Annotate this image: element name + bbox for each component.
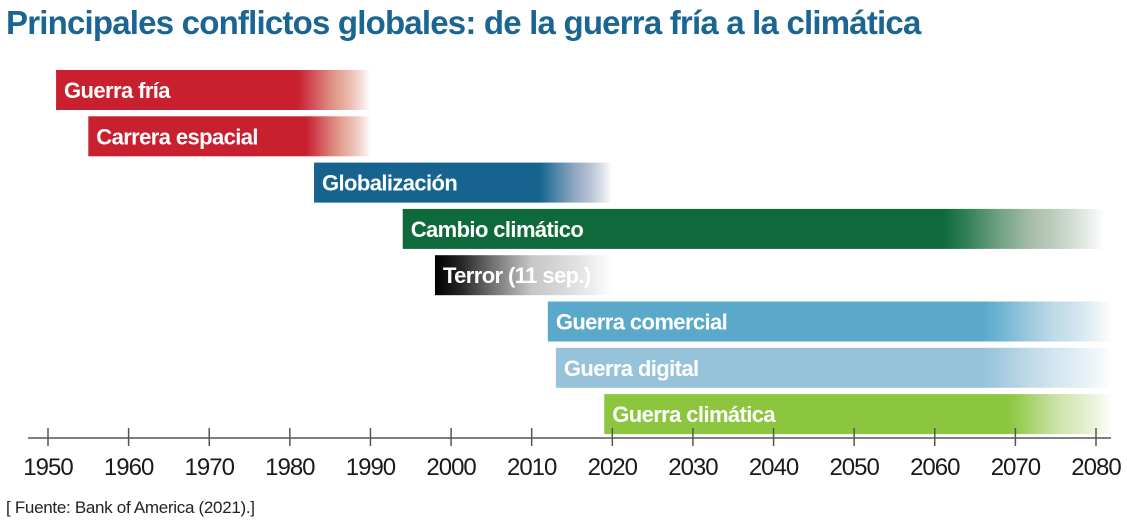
x-tick-label: 1960 (104, 454, 154, 481)
chart-title: Principales conflictos globales: de la g… (6, 4, 921, 41)
bar-group: Guerra digital (555, 347, 1113, 388)
bar-label: Guerra climática (612, 402, 776, 427)
x-axis: 1950 1960 1970 1980 1990 2000 2010 2020 2030 2040… (23, 428, 1122, 481)
bar (88, 116, 371, 157)
x-tick-label: 2020 (588, 454, 638, 481)
source-note: [ Fuente: Bank of America (2021).] (6, 498, 255, 517)
bar-group: Terror (11 sep.) (434, 255, 613, 296)
bar-label: Terror (11 sep.) (443, 263, 591, 288)
bar (402, 208, 1105, 249)
bar-label: Guerra fría (64, 78, 171, 103)
bars-layer: Guerra fría Carrera espacial Globalización… (56, 70, 1113, 435)
x-tick-label: 1980 (265, 454, 315, 481)
bar-group: Cambio climático (402, 208, 1105, 249)
x-tick-label: 2070 (991, 454, 1041, 481)
bar-label: Carrera espacial (96, 124, 258, 149)
bar (56, 70, 371, 110)
bar-label: Cambio climático (411, 217, 584, 242)
x-tick-label: 1970 (185, 454, 235, 481)
bar (555, 347, 1113, 388)
bar-label: Globalización (322, 171, 457, 196)
bar (314, 162, 613, 203)
x-tick-label: 2060 (910, 454, 960, 481)
bar (547, 301, 1113, 342)
x-tick-label: 2050 (829, 454, 879, 481)
bar-group: Guerra comercial (547, 301, 1113, 342)
x-tick-label: 2040 (749, 454, 799, 481)
x-tick-label: 2080 (1071, 454, 1121, 481)
bar-group: Guerra fría (56, 70, 371, 110)
x-tick-label: 2010 (507, 454, 557, 481)
bar-group: Carrera espacial (88, 116, 371, 157)
x-tick-label: 1990 (346, 454, 396, 481)
bar-group: Globalización (314, 162, 613, 203)
bar-label: Guerra comercial (556, 310, 727, 335)
x-tick-label: 2000 (426, 454, 476, 481)
bar-label: Guerra digital (564, 356, 699, 381)
x-tick-label: 1950 (23, 454, 73, 481)
x-tick-label: 2030 (668, 454, 718, 481)
bar (434, 255, 613, 296)
bar (604, 394, 1113, 435)
bar-group: Guerra climática (604, 394, 1113, 435)
